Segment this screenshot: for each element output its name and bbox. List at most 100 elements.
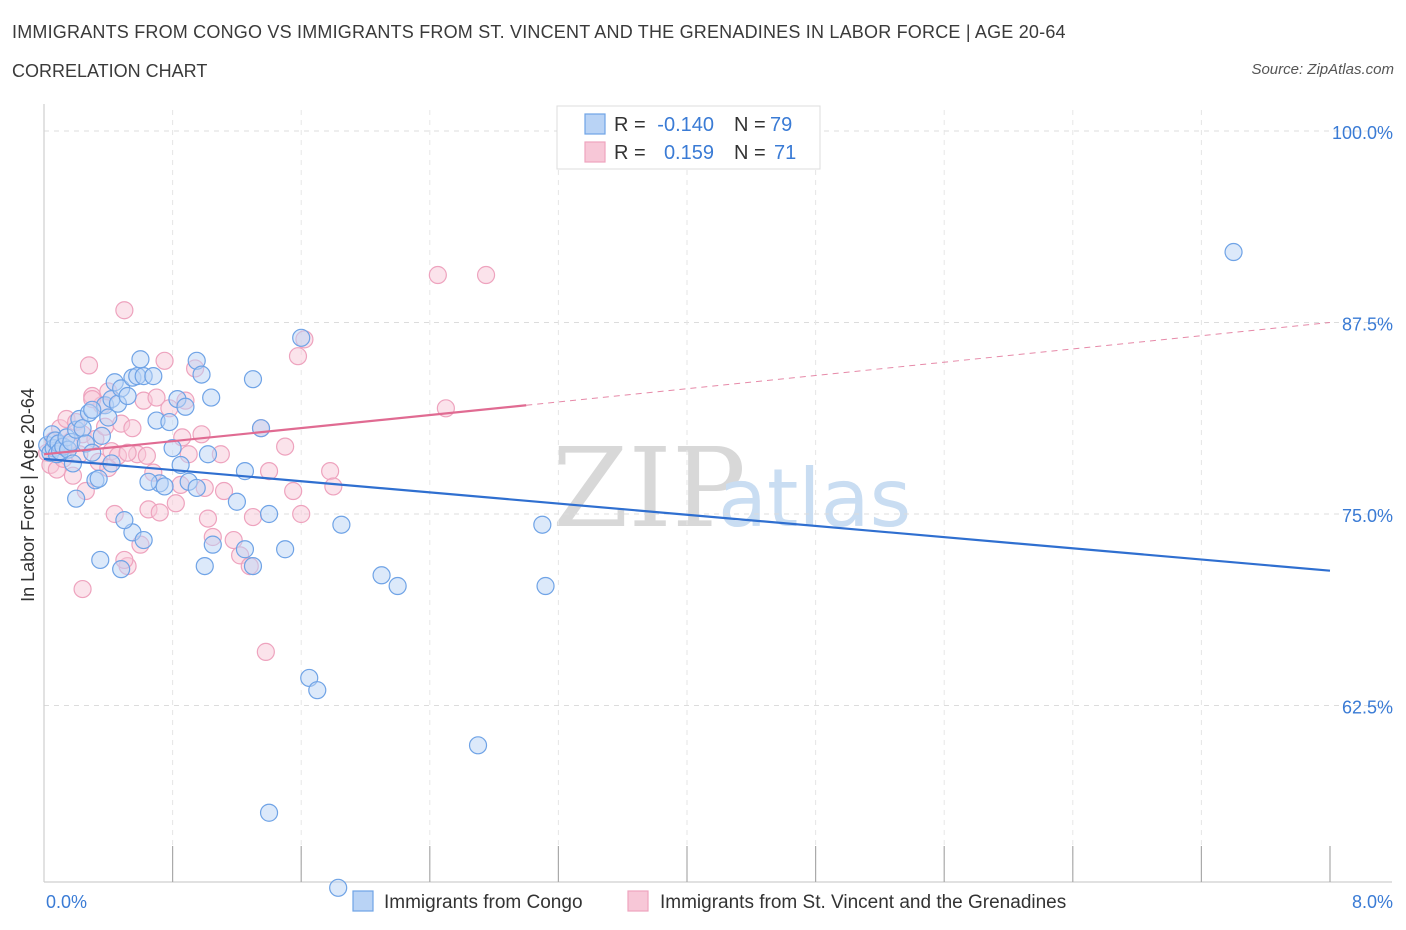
point-congo <box>243 556 263 576</box>
point-congo <box>144 367 163 386</box>
watermark-zip: ZIP <box>552 424 746 552</box>
bottom-legend-swatch-stvincent <box>627 890 649 912</box>
x-tick-labels: 0.0% 8.0% <box>46 892 1393 912</box>
point-stvincent <box>288 347 308 366</box>
point-congo <box>198 445 218 464</box>
point-congo <box>388 576 407 596</box>
point-stvincent <box>79 356 99 375</box>
point-congo <box>139 472 158 491</box>
point-stvincent <box>256 642 275 661</box>
point-congo <box>112 560 131 579</box>
point-stvincent <box>243 507 263 527</box>
legend-n-label-stvincent: N = <box>734 142 766 164</box>
point-congo <box>160 412 179 432</box>
point-congo <box>292 328 311 347</box>
legend-n-label-congo: N = <box>734 114 766 136</box>
point-stvincent <box>276 437 295 456</box>
legend-r-label-congo: R = <box>614 114 646 136</box>
bottom-legend: Immigrants from Congo Immigrants from St… <box>352 890 1066 913</box>
point-congo <box>259 803 279 822</box>
point-stvincent <box>192 425 211 444</box>
legend: R = -0.140 N = 79 R = 0.159 N = 71 <box>556 105 821 170</box>
point-stvincent <box>166 494 185 513</box>
legend-swatch-congo <box>584 113 606 135</box>
point-congo <box>134 530 153 550</box>
y-tick-label: 87.5% <box>1342 315 1393 335</box>
point-congo <box>163 439 182 458</box>
point-congo <box>243 370 263 389</box>
point-congo <box>99 408 118 427</box>
point-stvincent <box>259 462 279 481</box>
point-congo <box>155 477 174 496</box>
point-congo <box>227 492 246 511</box>
trend-line-stvincent <box>43 404 527 456</box>
point-stvincent <box>292 504 311 524</box>
point-stvincent <box>147 388 166 407</box>
y-axis-title: In Labor Force | Age 20-64 <box>18 388 38 602</box>
point-congo <box>83 443 102 462</box>
point-congo <box>1224 242 1243 262</box>
point-congo <box>131 350 150 369</box>
watermark: ZIP atlas <box>552 424 911 552</box>
source-label: Source: ZipAtlas.com <box>1251 61 1394 78</box>
point-congo <box>329 878 348 897</box>
legend-r-label-stvincent: R = <box>614 142 646 164</box>
point-congo <box>63 454 83 473</box>
point-stvincent <box>324 477 343 496</box>
axes <box>43 104 1392 883</box>
point-congo <box>203 535 222 554</box>
y-tick-labels: 100.0% 87.5% 75.0% 62.5% <box>1332 123 1393 718</box>
point-stvincent <box>118 443 137 462</box>
y-tick-label: 62.5% <box>1342 698 1393 718</box>
point-stvincent <box>198 509 218 528</box>
point-congo <box>251 419 271 438</box>
point-stvincent <box>476 265 496 285</box>
point-congo <box>235 540 255 559</box>
point-congo <box>73 419 92 438</box>
trend-line-congo <box>43 457 1331 572</box>
point-congo <box>372 566 391 585</box>
trend-extension-stvincent <box>526 322 1331 406</box>
chart-title: IMMIGRANTS FROM CONGO VS IMMIGRANTS FROM… <box>12 22 1066 42</box>
point-congo <box>332 515 351 534</box>
point-stvincent <box>150 503 169 522</box>
point-congo <box>308 681 327 700</box>
point-congo <box>276 540 295 559</box>
legend-r-value-stvincent: 0.159 <box>664 142 714 164</box>
y-tick-label: 75.0% <box>1342 506 1393 526</box>
point-stvincent <box>284 481 303 501</box>
point-congo <box>115 511 134 530</box>
point-congo <box>91 550 110 570</box>
point-congo <box>176 397 195 416</box>
trend-lines <box>43 322 1331 572</box>
point-congo <box>533 515 552 534</box>
legend-swatch-stvincent <box>584 141 606 163</box>
point-congo <box>187 478 206 498</box>
x-tick-label: 0.0% <box>46 892 87 912</box>
point-congo <box>192 365 211 384</box>
bottom-legend-swatch-congo <box>352 890 374 912</box>
bottom-legend-label-congo: Immigrants from Congo <box>384 892 583 913</box>
point-stvincent <box>137 446 156 465</box>
point-congo <box>67 489 86 508</box>
point-stvincent <box>123 419 142 438</box>
point-congo <box>83 400 102 419</box>
point-congo <box>92 426 111 445</box>
bottom-legend-label-stvincent: Immigrants from St. Vincent and the Gren… <box>660 892 1066 913</box>
data-points <box>38 242 1243 897</box>
legend-n-value-stvincent: 71 <box>774 142 796 164</box>
point-stvincent <box>73 579 92 599</box>
watermark-atlas: atlas <box>718 452 911 545</box>
point-stvincent <box>115 301 134 320</box>
point-congo <box>259 504 279 524</box>
legend-n-value-congo: 79 <box>770 114 792 136</box>
y-tick-label: 100.0% <box>1332 123 1393 143</box>
point-stvincent <box>155 351 174 370</box>
point-congo <box>89 469 108 488</box>
point-congo <box>536 576 555 596</box>
point-stvincent <box>428 265 447 285</box>
legend-r-value-congo: -0.140 <box>657 114 714 136</box>
point-stvincent <box>321 462 340 481</box>
point-congo <box>468 736 488 755</box>
